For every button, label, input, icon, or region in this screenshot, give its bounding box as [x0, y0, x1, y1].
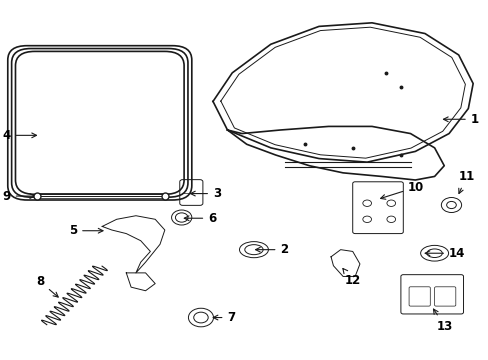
Text: 8: 8 — [36, 275, 58, 297]
Text: 3: 3 — [190, 187, 221, 200]
Text: 14: 14 — [424, 247, 465, 260]
Text: 6: 6 — [184, 212, 216, 225]
Text: 10: 10 — [380, 181, 424, 199]
Text: 7: 7 — [213, 311, 235, 324]
Text: 12: 12 — [342, 269, 360, 287]
Text: 11: 11 — [458, 170, 474, 193]
Text: 5: 5 — [69, 224, 103, 237]
Text: 1: 1 — [443, 113, 478, 126]
Text: 2: 2 — [255, 243, 288, 256]
Text: 13: 13 — [432, 309, 452, 333]
Text: 9: 9 — [2, 190, 35, 203]
Text: 4: 4 — [2, 129, 37, 142]
